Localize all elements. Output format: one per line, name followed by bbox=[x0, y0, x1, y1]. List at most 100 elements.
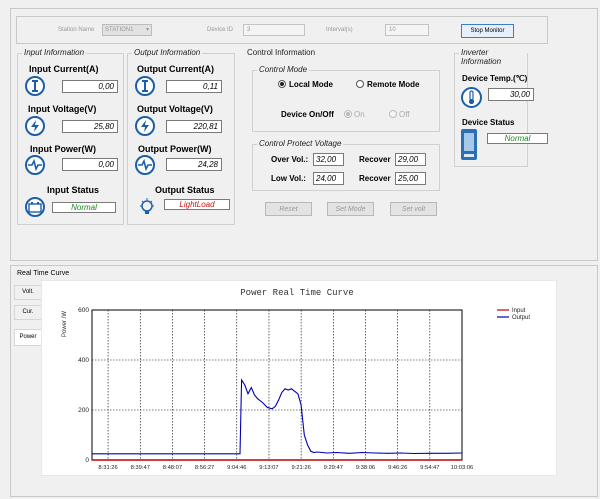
y-tick-label: 200 bbox=[78, 407, 89, 414]
device-status-value: Normal bbox=[487, 133, 548, 144]
set-mode-button[interactable]: Set Mode bbox=[327, 202, 374, 216]
lightning-icon bbox=[135, 116, 155, 136]
legend-label-input: Input bbox=[512, 308, 526, 314]
over-recover-label: Recover bbox=[359, 155, 391, 164]
station-name-value: STATION1 bbox=[105, 27, 134, 33]
off-label: Off bbox=[399, 110, 410, 119]
x-tick-label: 8:56:27 bbox=[195, 465, 214, 471]
y-tick-label: 0 bbox=[85, 457, 89, 464]
over-vol-field[interactable]: 32,00 bbox=[313, 153, 344, 166]
output-info-group: Output Information bbox=[127, 48, 235, 225]
y-tick-label: 400 bbox=[78, 357, 89, 364]
interval-label: Interval(s) bbox=[326, 27, 353, 33]
over-vol-label: Over Vol.: bbox=[271, 155, 309, 164]
input-current-label: Input Current(A) bbox=[29, 64, 99, 74]
reset-button[interactable]: Reset bbox=[265, 202, 312, 216]
remote-mode-label: Remote Mode bbox=[367, 80, 420, 89]
x-tick-label: 9:13:07 bbox=[259, 465, 278, 471]
header-bar bbox=[16, 16, 548, 44]
on-label: On bbox=[354, 110, 365, 119]
device-temp-value: 30,00 bbox=[488, 88, 534, 101]
x-tick-label: 8:48:07 bbox=[163, 465, 182, 471]
chart-title: Power Real Time Curve bbox=[240, 288, 353, 298]
thermometer-icon bbox=[461, 87, 482, 108]
interval-field[interactable]: 10 bbox=[385, 24, 429, 36]
plot-area bbox=[91, 309, 463, 461]
x-tick-label: 8:39:47 bbox=[131, 465, 150, 471]
remote-mode-radio[interactable] bbox=[356, 80, 364, 88]
low-vol-label: Low Vol.: bbox=[271, 174, 306, 183]
inverter-device-icon bbox=[460, 128, 478, 161]
x-tick-label: 8:31:26 bbox=[98, 465, 117, 471]
set-volt-button[interactable]: Set volt bbox=[390, 202, 437, 216]
low-vol-field[interactable]: 24,00 bbox=[313, 172, 344, 185]
input-power-value: 0,00 bbox=[62, 158, 118, 171]
pulse-icon bbox=[135, 155, 155, 175]
protect-voltage-group: Control Protect Voltage bbox=[252, 139, 440, 191]
device-onoff-label: Device On/Off bbox=[281, 110, 334, 119]
x-tick-label: 9:29:47 bbox=[324, 465, 343, 471]
control-mode-title: Control Mode bbox=[257, 65, 310, 74]
inverter-info-title: Inverter Information bbox=[459, 48, 527, 66]
input-voltage-value: 25,80 bbox=[62, 120, 118, 133]
bulb-icon bbox=[137, 197, 157, 217]
power-chart: Power Real Time Curve Power /W 0 200 400 60… bbox=[41, 280, 557, 476]
device-temp-label: Device Temp.(℃) bbox=[462, 74, 528, 83]
current-i-icon bbox=[135, 76, 155, 96]
local-mode-label: Local Mode bbox=[289, 80, 334, 89]
realtime-section bbox=[10, 265, 598, 497]
battery-icon bbox=[25, 197, 45, 217]
output-power-label: Output Power(W) bbox=[138, 144, 212, 154]
inverter-info-group: Inverter Information bbox=[454, 48, 528, 167]
chevron-down-icon: ▾ bbox=[145, 27, 149, 33]
output-current-value: 0,11 bbox=[166, 80, 222, 93]
interval-value: 10 bbox=[389, 27, 396, 33]
low-recover-field[interactable]: 25,00 bbox=[395, 172, 426, 185]
chart-ylabel: Power /W bbox=[62, 311, 68, 337]
output-power-value: 24,28 bbox=[166, 158, 222, 171]
x-tick-label: 9:04:46 bbox=[227, 465, 246, 471]
y-tick-label: 600 bbox=[78, 307, 89, 314]
low-recover-label: Recover bbox=[359, 174, 391, 183]
tab-power-label: Power bbox=[19, 334, 37, 340]
tab-power[interactable]: Power bbox=[14, 329, 42, 346]
device-id-value: 3 bbox=[247, 27, 251, 33]
series-line-output bbox=[92, 378, 463, 455]
x-tick-label: 10:03:06 bbox=[451, 465, 474, 471]
protect-voltage-title: Control Protect Voltage bbox=[257, 139, 344, 148]
output-voltage-value: 220,81 bbox=[166, 120, 222, 133]
stop-monitor-button[interactable]: Stop Monitor bbox=[461, 24, 514, 38]
control-info-group: Control Information bbox=[240, 48, 449, 225]
input-power-label: Input Power(W) bbox=[30, 144, 96, 154]
output-current-label: Output Current(A) bbox=[137, 64, 214, 74]
station-name-label: Station Name bbox=[58, 27, 95, 33]
pulse-icon bbox=[25, 155, 45, 175]
over-recover-field[interactable]: 29,00 bbox=[395, 153, 426, 166]
input-status-value: Normal bbox=[52, 202, 116, 213]
device-status-label: Device Status bbox=[462, 118, 515, 127]
realtime-section-title: Real Time Curve bbox=[17, 270, 70, 277]
input-current-value: 0,00 bbox=[62, 80, 118, 93]
tab-volt[interactable]: Volt. bbox=[14, 285, 42, 300]
x-tick-label: 9:21:26 bbox=[291, 465, 310, 471]
output-info-title: Output Information bbox=[132, 48, 203, 57]
input-status-label: Input Status bbox=[47, 185, 99, 195]
input-info-group: Input Information bbox=[17, 48, 124, 225]
tab-cur[interactable]: Cur. bbox=[14, 305, 42, 320]
output-status-label: Output Status bbox=[155, 185, 215, 195]
station-name-select[interactable]: STATION1 ▾ bbox=[102, 24, 152, 36]
current-i-icon bbox=[25, 76, 45, 96]
control-mode-group: Control Mode bbox=[252, 65, 440, 132]
device-id-field[interactable]: 3 bbox=[243, 24, 305, 36]
legend-label-output: Output bbox=[512, 315, 530, 321]
output-voltage-label: Output Voltage(V) bbox=[137, 104, 213, 114]
tab-volt-label: Volt. bbox=[22, 289, 34, 295]
on-radio[interactable] bbox=[344, 110, 352, 118]
control-info-title: Control Information bbox=[245, 48, 318, 57]
lightning-icon bbox=[25, 116, 45, 136]
local-mode-radio[interactable] bbox=[278, 80, 286, 88]
x-tick-label: 9:54:47 bbox=[420, 465, 439, 471]
input-voltage-label: Input Voltage(V) bbox=[28, 104, 97, 114]
tab-cur-label: Cur. bbox=[22, 309, 34, 315]
off-radio[interactable] bbox=[389, 110, 397, 118]
